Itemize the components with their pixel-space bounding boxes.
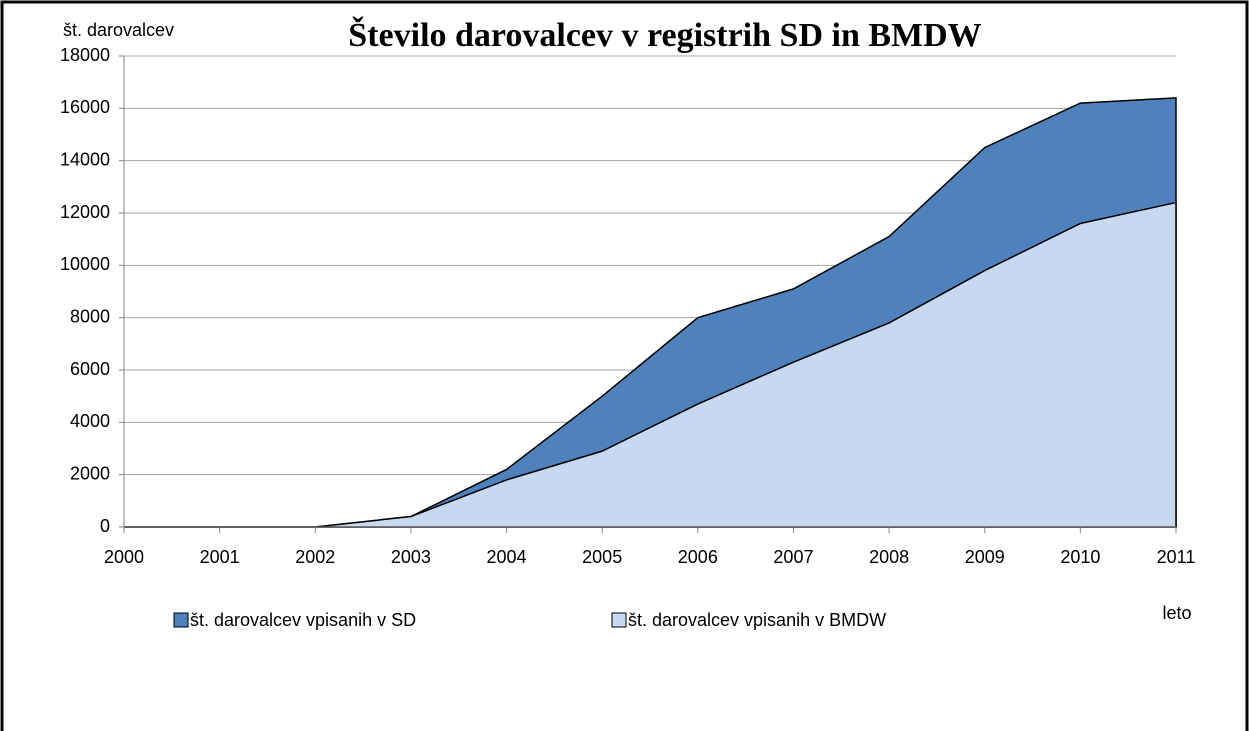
y-tick-label: 18000: [60, 45, 110, 65]
y-tick-label: 4000: [70, 411, 110, 431]
y-tick-label: 12000: [60, 202, 110, 222]
x-tick-label: 2010: [1060, 547, 1100, 567]
legend-swatch: [173, 612, 189, 628]
y-tick-label: 2000: [70, 463, 110, 483]
y-tick-label: 0: [100, 516, 110, 536]
x-tick-label: 2005: [582, 547, 622, 567]
x-tick-label: 2004: [487, 547, 527, 567]
legend-label: št. darovalcev vpisanih v BMDW: [628, 610, 886, 630]
legend-swatch: [611, 612, 627, 628]
y-tick-label: 10000: [60, 254, 110, 274]
chart-title: Število darovalcev v registrih SD in BMD…: [348, 16, 981, 54]
y-axis-label: št. darovalcev: [63, 20, 174, 40]
y-tick-label: 8000: [70, 306, 110, 326]
y-tick-label: 6000: [70, 359, 110, 379]
legend-label: št. darovalcev vpisanih v SD: [190, 610, 416, 630]
x-tick-label: 2008: [869, 547, 909, 567]
x-axis-label: leto: [1162, 603, 1191, 623]
x-tick-label: 2003: [391, 547, 431, 567]
y-tick-label: 14000: [60, 149, 110, 169]
x-tick-label: 2007: [773, 547, 813, 567]
x-tick-label: 2000: [104, 547, 144, 567]
x-tick-label: 2009: [965, 547, 1005, 567]
y-tick-label: 16000: [60, 97, 110, 117]
x-tick-label: 2006: [678, 547, 718, 567]
x-tick-label: 2011: [1157, 547, 1196, 567]
area: [124, 201, 1177, 528]
x-tick-label: 2001: [200, 547, 240, 567]
x-tick-label: 2002: [295, 547, 335, 567]
